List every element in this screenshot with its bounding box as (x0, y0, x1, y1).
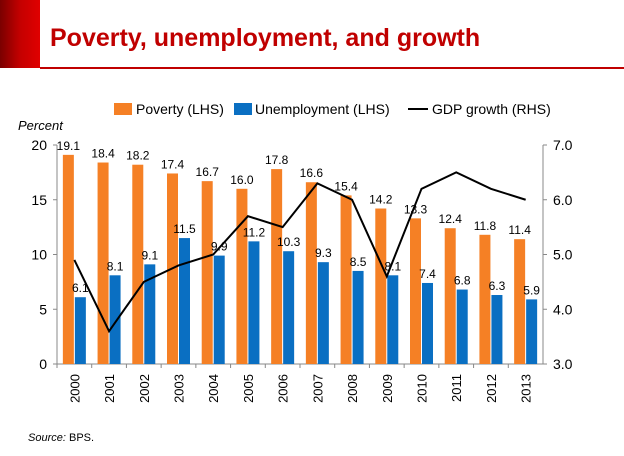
unemployment-bar (317, 262, 329, 364)
page-title: Poverty, unemployment, and growth (50, 24, 481, 52)
unemployment-value-label: 9.3 (315, 246, 332, 260)
unemployment-value-label: 8.1 (384, 259, 401, 273)
unemployment-bar (387, 275, 399, 364)
y2-tick-label: 5.0 (553, 247, 573, 263)
gdp-growth-line (73, 171, 526, 334)
unemployment-bar (248, 241, 260, 364)
unemployment-value-label: 6.3 (489, 279, 506, 293)
poverty-value-label: 16.6 (300, 166, 324, 180)
poverty-bar (132, 164, 144, 364)
legend: Poverty (LHS) Unemployment (LHS) GDP growt… (114, 101, 551, 117)
source-org: BPS. (68, 432, 95, 444)
unemployment-value-label: 5.9 (523, 283, 540, 297)
unemployment-bar (526, 299, 538, 364)
unemployment-value-label: 11.2 (243, 225, 266, 239)
y-tick-label: 15 (31, 192, 47, 208)
data-labels: 19.1 6.1 18.4 8.1 18.2 9.1 17.4 11.5 16.7 9.9 16.0… (57, 139, 541, 298)
unemployment-bar (74, 297, 86, 364)
poverty-value-label: 17.8 (265, 153, 289, 167)
poverty-bar (340, 195, 352, 364)
x-tick-label: 2001 (102, 374, 117, 403)
poverty-value-label: 13.3 (404, 202, 428, 216)
x-tick-label: 2012 (484, 374, 499, 403)
source-label: Source: (28, 432, 66, 444)
y2-tick-label: 6.0 (553, 192, 573, 208)
poverty-bar (271, 169, 283, 364)
poverty-bar (305, 182, 317, 364)
title-underline (40, 67, 624, 69)
y-tick-label: 20 (31, 137, 47, 153)
y2-tick-label: 7.0 (553, 137, 573, 153)
poverty-bar (514, 239, 526, 364)
x-tick-label: 2013 (519, 374, 534, 403)
poverty-value-label: 11.8 (474, 219, 497, 233)
x-tick-label: 2003 (172, 374, 187, 403)
unemployment-bar (352, 270, 364, 364)
legend-unemployment-label: Unemployment (LHS) (255, 101, 390, 117)
unemployment-bar (283, 251, 295, 364)
y-tick-label: 5 (39, 301, 47, 317)
unemployment-bar (179, 238, 190, 364)
y-tick-label: 10 (31, 247, 47, 263)
unemployment-bar (422, 282, 433, 364)
poverty-bar (62, 154, 74, 364)
unemployment-value-label: 9.1 (141, 248, 158, 262)
poverty-value-label: 18.2 (126, 149, 150, 163)
x-tick-label: 2006 (276, 374, 291, 403)
x-tick-label: 2000 (67, 374, 82, 403)
poverty-value-label: 16.7 (196, 165, 220, 179)
unemployment-bar (109, 275, 121, 364)
source-note: Source: BPS. (28, 432, 94, 444)
poverty-value-label: 19.1 (57, 139, 81, 153)
axes: 0 5 10 15 20 3.0 4.0 5.0 6.0 7.0 Percent 2000 2001 20… (18, 118, 573, 403)
legend-gdp-label: GDP growth (RHS) (432, 101, 551, 117)
poverty-bar (236, 188, 248, 364)
legend-unemployment-swatch (234, 103, 252, 115)
poverty-value-label: 18.4 (91, 147, 115, 161)
poverty-bar (410, 218, 421, 364)
y-tick-label: 0 (39, 356, 47, 372)
y-axis-title: Percent (18, 118, 64, 133)
poverty-value-label: 14.2 (369, 193, 393, 207)
poverty-value-label: 17.4 (161, 157, 185, 171)
legend-poverty-swatch (114, 103, 132, 115)
poverty-value-label: 16.0 (230, 173, 254, 187)
line-series (73, 171, 526, 334)
poverty-bar (97, 162, 109, 364)
unemployment-bar (491, 295, 503, 364)
poverty-value-label: 11.4 (508, 223, 531, 237)
unemployment-value-label: 8.5 (350, 255, 367, 269)
y2-tick-label: 4.0 (553, 301, 573, 317)
unemployment-value-label: 8.1 (107, 259, 124, 273)
poverty-bar (444, 228, 456, 364)
legend-poverty-label: Poverty (LHS) (136, 101, 224, 117)
y2-tick-label: 3.0 (553, 356, 573, 372)
unemployment-value-label: 6.1 (72, 281, 89, 295)
poverty-value-label: 12.4 (439, 212, 463, 226)
poverty-bar (375, 208, 387, 364)
poverty-value-label: 15.4 (334, 179, 358, 193)
x-tick-label: 2002 (137, 374, 152, 403)
unemployment-bar (456, 289, 468, 364)
poverty-bar (201, 181, 213, 364)
poverty-bar (479, 234, 491, 364)
unemployment-bar (144, 264, 156, 364)
x-tick-label: 2008 (345, 374, 360, 403)
x-tick-label: 2011 (449, 374, 464, 402)
unemployment-value-label: 11.5 (173, 222, 196, 236)
unemployment-value-label: 9.9 (211, 240, 228, 254)
title-accent-block (0, 0, 40, 68)
x-tick-label: 2005 (241, 374, 256, 403)
unemployment-value-label: 10.3 (277, 235, 301, 249)
x-tick-label: 2007 (310, 374, 325, 403)
x-tick-label: 2010 (415, 374, 430, 403)
bar-series (62, 154, 538, 364)
unemployment-bar (213, 255, 225, 364)
x-tick-label: 2009 (380, 374, 395, 403)
unemployment-value-label: 6.8 (454, 274, 471, 288)
x-tick-label: 2004 (206, 374, 221, 403)
unemployment-value-label: 7.4 (419, 267, 436, 281)
